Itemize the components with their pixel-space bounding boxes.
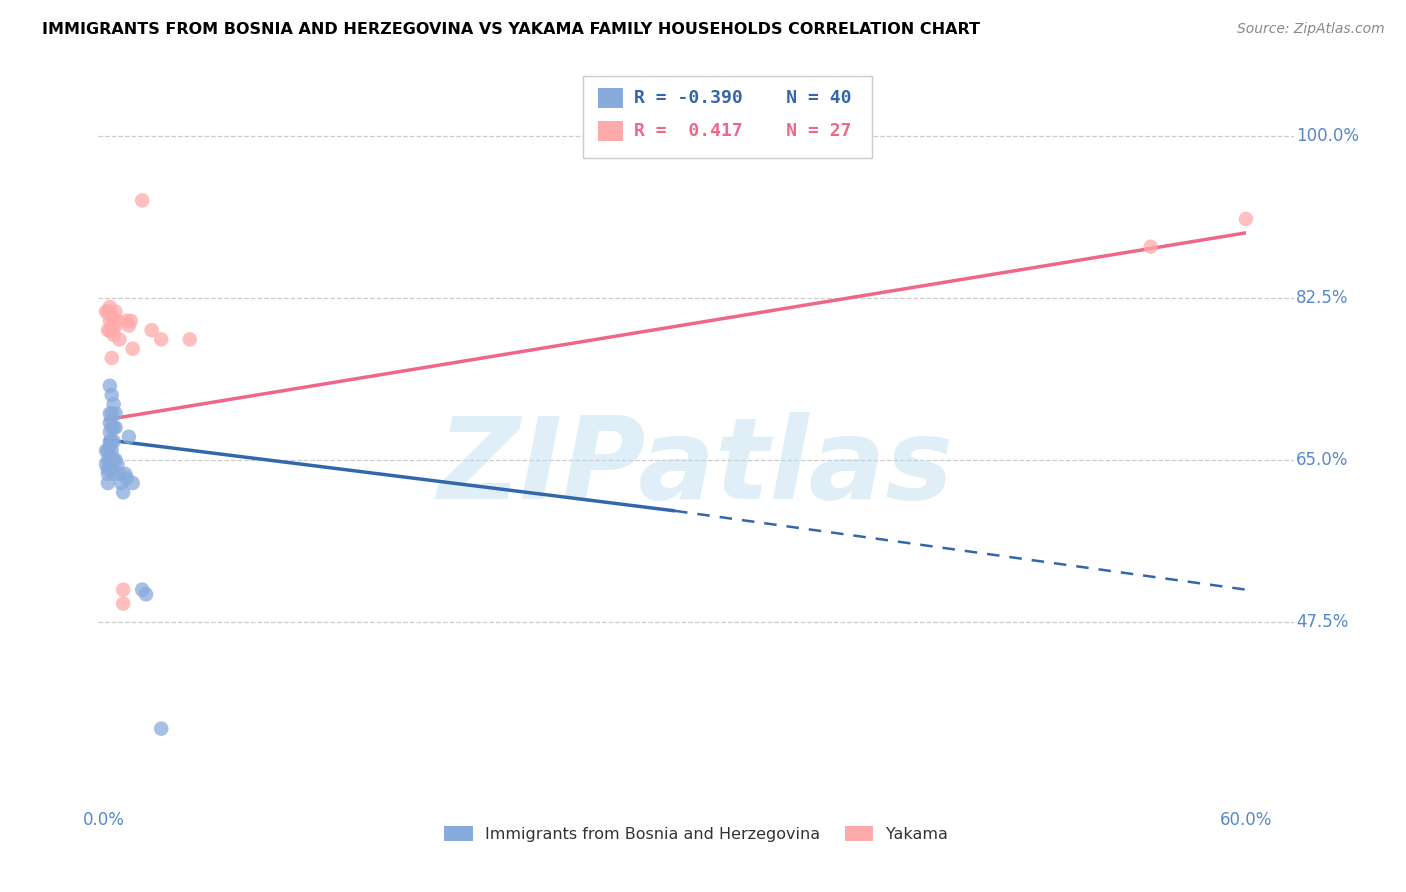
Point — [94, 443, 117, 458]
Point — [100, 420, 122, 434]
Point — [118, 430, 141, 444]
Point — [112, 582, 135, 597]
Text: IMMIGRANTS FROM BOSNIA AND HERZEGOVINA VS YAKAMA FAMILY HOUSEHOLDS CORRELATION C: IMMIGRANTS FROM BOSNIA AND HERZEGOVINA V… — [42, 22, 980, 37]
Text: 65.0%: 65.0% — [1296, 450, 1348, 469]
Point — [103, 314, 125, 328]
Point — [150, 722, 173, 736]
Text: 82.5%: 82.5% — [1296, 289, 1348, 307]
Point — [115, 314, 138, 328]
Point — [103, 453, 125, 467]
Point — [115, 471, 138, 485]
Point — [97, 304, 120, 318]
Point — [104, 407, 127, 421]
Point — [98, 448, 121, 462]
Point — [104, 453, 127, 467]
Point — [110, 476, 132, 491]
Point — [103, 327, 125, 342]
Point — [1139, 240, 1161, 254]
Point — [97, 476, 120, 491]
Point — [121, 476, 143, 491]
Point — [103, 420, 125, 434]
Point — [98, 300, 121, 314]
Point — [97, 467, 120, 481]
Point — [131, 194, 153, 208]
Point — [100, 388, 122, 402]
Point — [1234, 211, 1257, 226]
Point — [98, 434, 121, 449]
Text: 47.5%: 47.5% — [1296, 613, 1348, 631]
Point — [98, 439, 121, 453]
Point — [100, 462, 122, 476]
Point — [141, 323, 163, 337]
Point — [121, 342, 143, 356]
Point — [104, 420, 127, 434]
Point — [103, 467, 125, 481]
Point — [100, 434, 122, 449]
Legend: Immigrants from Bosnia and Herzegovina, Yakama: Immigrants from Bosnia and Herzegovina, … — [437, 820, 955, 848]
Point — [98, 458, 121, 472]
Point — [97, 443, 120, 458]
Point — [103, 434, 125, 449]
Text: R = -0.390    N = 40: R = -0.390 N = 40 — [634, 89, 852, 107]
Point — [107, 458, 129, 472]
Text: Source: ZipAtlas.com: Source: ZipAtlas.com — [1237, 22, 1385, 37]
Point — [108, 333, 131, 347]
Point — [104, 318, 127, 333]
Point — [100, 453, 122, 467]
Point — [97, 453, 120, 467]
Point — [94, 304, 117, 318]
Point — [98, 416, 121, 430]
Point — [150, 333, 173, 347]
Point — [131, 582, 153, 597]
Point — [103, 397, 125, 411]
Point — [135, 587, 157, 601]
Text: ZIPatlas: ZIPatlas — [437, 412, 955, 523]
Text: R =  0.417    N = 27: R = 0.417 N = 27 — [634, 122, 852, 140]
Point — [100, 310, 122, 324]
Point — [97, 323, 120, 337]
Point — [118, 318, 141, 333]
Point — [107, 314, 129, 328]
Point — [114, 467, 136, 481]
Point — [94, 458, 117, 472]
Point — [104, 304, 127, 318]
Point — [179, 333, 201, 347]
Point — [100, 351, 122, 365]
Point — [112, 485, 135, 500]
Point — [112, 597, 135, 611]
Point — [120, 314, 142, 328]
Point — [108, 467, 131, 481]
Point — [98, 378, 121, 392]
Text: 100.0%: 100.0% — [1296, 127, 1360, 145]
Point — [98, 323, 121, 337]
Point — [97, 462, 120, 476]
Point — [98, 425, 121, 439]
Point — [98, 407, 121, 421]
Point — [100, 407, 122, 421]
Point — [100, 443, 122, 458]
Point — [98, 314, 121, 328]
Point — [100, 323, 122, 337]
